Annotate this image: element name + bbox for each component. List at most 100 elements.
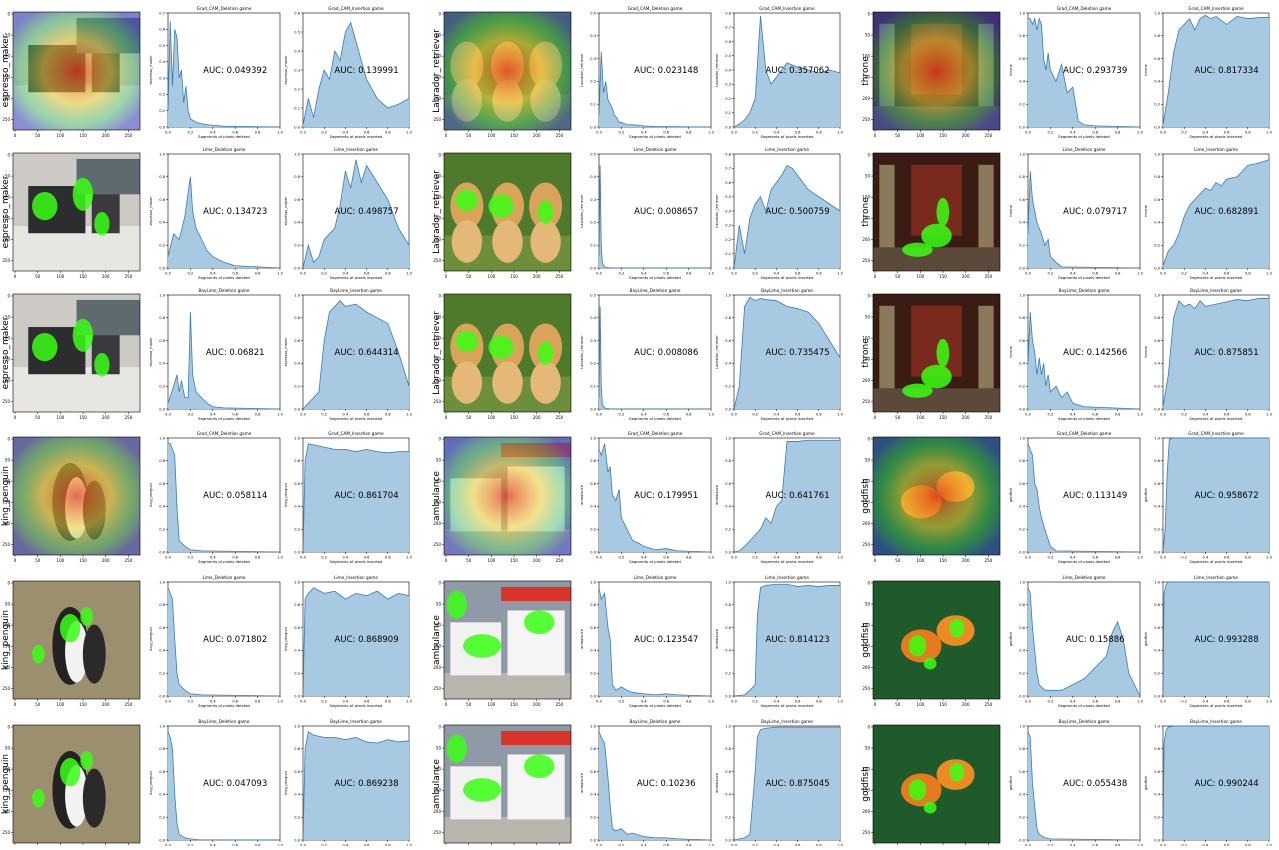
image-frame — [872, 293, 1001, 413]
chart-ytick-label: 0.2 — [1019, 672, 1025, 676]
series-line — [598, 51, 712, 128]
chart-xtick-label: 0.2 — [321, 700, 327, 704]
chart-xtick-label: 0.4 — [1070, 413, 1076, 417]
auc-annotation: AUC: 0.134723 — [203, 207, 267, 217]
chart-xtick-label: 0.0 — [596, 556, 602, 560]
chart-ytick-label: 0.5 — [590, 11, 596, 15]
area-fill — [303, 443, 409, 552]
chart-ytick-label: 0.4 — [1154, 80, 1160, 84]
image-ytick-label: 250 — [2, 399, 10, 404]
chart-ylabel: ambulance — [580, 628, 584, 649]
chart-ytick-label: 0.8 — [1019, 316, 1025, 320]
auc-annotation: AUC: 0.990244 — [1195, 779, 1259, 789]
superpixel-highlight — [921, 364, 952, 389]
image-ytick-label: 200 — [2, 237, 10, 242]
image-ytick-label: 250 — [2, 117, 10, 122]
superpixel-highlight — [32, 332, 58, 362]
chart-title: Lime_Deletion game — [633, 575, 676, 580]
series-line — [1162, 159, 1270, 266]
chart-xtick-label: 1.0 — [1137, 413, 1143, 417]
chart-xtick-label: 0.6 — [795, 272, 801, 276]
chart-xlabel: Segments of pixels inserted — [761, 275, 814, 280]
chart-ytick-label: 0.7 — [725, 26, 731, 30]
chart-ytick-label: 0.8 — [1019, 175, 1025, 179]
chart-ytick-label: 1.0 — [159, 293, 165, 297]
chart-ytick-label: 0.4 — [1019, 80, 1025, 84]
chart-xtick-label: 0.0 — [300, 272, 306, 276]
image-ytick-label: 0 — [438, 12, 441, 17]
chart-ytick-label: 0.1 — [590, 103, 596, 107]
image-ytick-label: 50 — [436, 602, 442, 607]
area-fill — [303, 587, 409, 696]
chart-ytick-label: 0.2 — [159, 244, 165, 248]
chart-ytick-label: 0.6 — [1019, 482, 1025, 486]
image-ytick-label: 100 — [433, 336, 441, 341]
chart-xtick-label: 0.2 — [1181, 272, 1187, 276]
chart-xlabel: Segments of pixels inserted — [1190, 134, 1243, 139]
scene-puppy-body — [530, 361, 561, 404]
series-line — [733, 583, 840, 697]
chart-xtick-label: 0.0 — [300, 413, 306, 417]
panel-group-ambulance: 0 50 100 150 200 250 0 50 100 150 200 250 ambulance G… — [432, 431, 844, 564]
series-line — [1028, 17, 1141, 128]
image-xtick-label: 150 — [939, 558, 947, 563]
image-xtick-label: 50 — [895, 274, 901, 279]
chart-ytick-label: 0.0 — [590, 550, 596, 554]
chart-xlabel: Segments of pixels deleted — [198, 134, 250, 139]
chart-ylabel: goldfish — [1009, 488, 1013, 502]
superpixel-highlight — [923, 801, 937, 814]
image-goldfish — [873, 437, 1000, 555]
image-xtick-label: 250 — [985, 702, 993, 707]
auc-annotation: AUC: 0.113149 — [1063, 491, 1127, 501]
chart-ylabel: king_penguin — [284, 771, 288, 795]
chart-title: Grad_CAM_Deletion game — [628, 431, 683, 436]
chart-ytick-label: 0.2 — [294, 385, 300, 389]
class-label: espresso_maker — [1, 34, 11, 107]
chart-ytick-label: 0.0 — [294, 407, 300, 411]
image-xtick-label: 0 — [14, 415, 17, 420]
chart-xlabel: Segments of pixels inserted — [330, 275, 383, 280]
class-label: throne — [861, 197, 871, 227]
image-xtick-label: 150 — [79, 558, 87, 563]
image-xtick-label: 0 — [445, 274, 448, 279]
image-ytick-label: 250 — [862, 117, 870, 122]
chart-xtick-label: 0.8 — [686, 413, 692, 417]
chart-ytick-label: 0.6 — [1154, 57, 1160, 61]
chart-title: Grad_CAM_Deletion game — [1057, 6, 1112, 11]
chart-xtick-label: 0.8 — [686, 700, 692, 704]
chart-ytick-label: 0.8 — [1154, 459, 1160, 463]
image-xtick-label: 100 — [917, 415, 925, 420]
chart-xtick-label: 1.0 — [837, 131, 843, 135]
auc-annotation: AUC: 0.139991 — [335, 66, 399, 76]
figure-row: 0 50 100 150 200 250 0 50 100 150 200 250 espresso_m… — [1, 6, 1273, 139]
image-ytick-label: 50 — [865, 458, 871, 463]
image-frame — [872, 152, 1001, 272]
superpixel-highlight — [94, 212, 110, 236]
chart-ytick-label: 0.4 — [590, 34, 596, 38]
chart-ytick-label: 1.0 — [590, 436, 596, 440]
chart-ytick-label: 1.0 — [159, 724, 165, 728]
image-ytick-label: 50 — [5, 602, 11, 607]
panel-group-espresso: 0 50 100 150 200 250 0 50 100 150 200 250 espresso_m… — [1, 6, 413, 139]
image-ytick-label: 200 — [433, 809, 441, 814]
chart-title: BayLime_Deletion game — [1059, 288, 1110, 293]
chart-xtick-label: 1.0 — [1137, 700, 1143, 704]
image-ytick-label: 250 — [433, 117, 441, 122]
image-xtick-label: 0 — [874, 133, 877, 138]
image-ytick-label: 250 — [862, 686, 870, 691]
image-xtick-label: 100 — [488, 415, 496, 420]
image-throne — [873, 153, 1000, 271]
chart-xtick-label: 0.6 — [232, 272, 238, 276]
chart-ytick-label: 0.0 — [1019, 407, 1025, 411]
superpixel-highlight — [488, 335, 514, 359]
image-frame — [12, 580, 141, 700]
chart-xtick-label: 0.2 — [188, 131, 194, 135]
image-xtick-label: 0 — [874, 702, 877, 707]
image-ytick-label: 0 — [438, 581, 441, 586]
image-ytick-label: 50 — [865, 33, 871, 38]
chart-ytick-label: 1.0 — [1154, 293, 1160, 297]
scene-puppy-body — [451, 361, 483, 404]
image-xtick-label: 100 — [917, 133, 925, 138]
panel-group-labrador: 0 50 100 150 200 250 0 50 100 150 200 250 Labrador_r… — [432, 147, 844, 280]
chart-title: Grad_CAM_Insertion game — [1188, 6, 1244, 11]
